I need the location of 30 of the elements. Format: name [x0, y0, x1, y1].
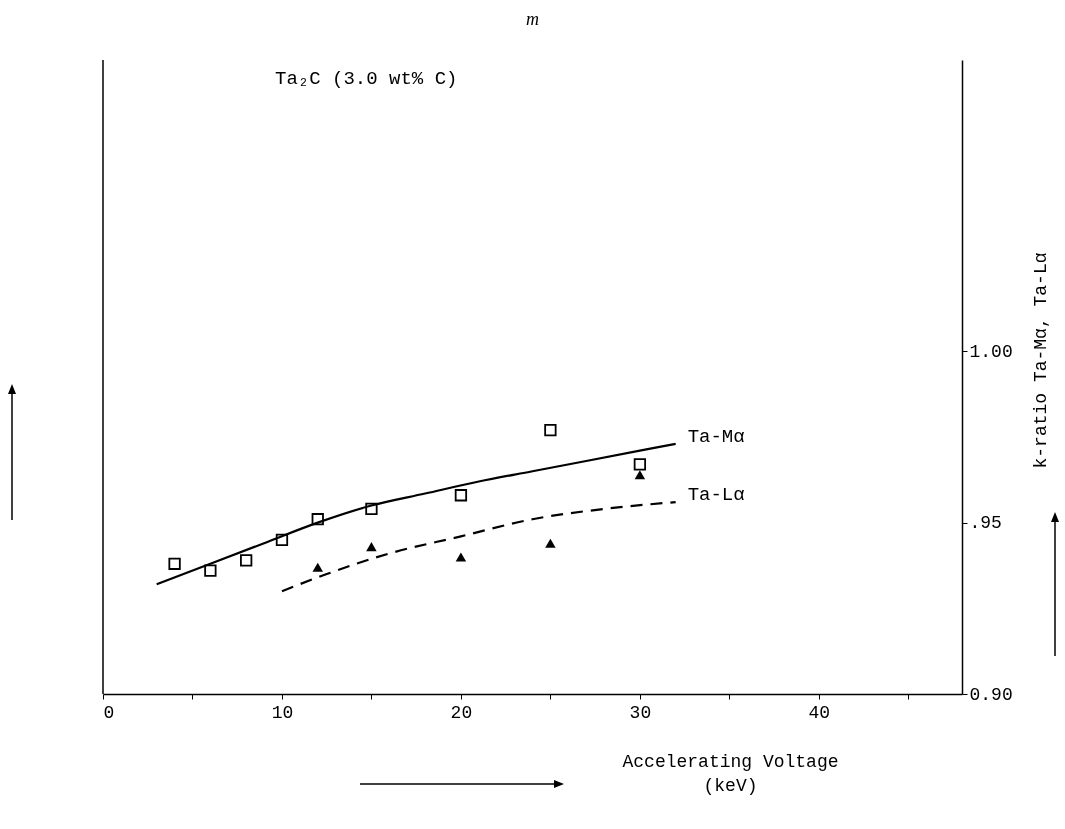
chart-title: m [526, 9, 539, 29]
point [455, 552, 467, 562]
point [311, 513, 324, 526]
point [365, 502, 378, 516]
point [204, 564, 217, 577]
point [634, 470, 646, 480]
y-tick-label: .95 [969, 513, 1002, 534]
point [275, 533, 289, 546]
y-axis-title: k-ratio Ta-Mα, Ta-Lα [1030, 252, 1051, 469]
annotation: Ta₂C (3.0 wt% C) [275, 68, 458, 90]
x-axis-title: Accelerating Voltage (keV) [622, 751, 839, 796]
series-label: Ta-Mα [687, 425, 745, 448]
line-series [280, 500, 677, 593]
point [544, 423, 557, 437]
series-label: Ta-Lα [687, 484, 745, 507]
x-tick-label: 0 [103, 702, 115, 723]
point [454, 489, 468, 502]
y-tick-label: 1.00 [969, 341, 1013, 362]
point [545, 538, 556, 548]
point [168, 557, 181, 570]
line-series [155, 442, 677, 586]
y-tick-label: 0.90 [969, 684, 1013, 705]
x-tick-label: 40 [808, 702, 831, 723]
point [366, 542, 377, 552]
x-tick-label: 10 [271, 702, 294, 723]
x-tick-label: 20 [450, 702, 473, 723]
point [633, 458, 647, 471]
x-tick-label: 30 [629, 702, 652, 723]
point [312, 562, 323, 572]
point [240, 554, 253, 567]
